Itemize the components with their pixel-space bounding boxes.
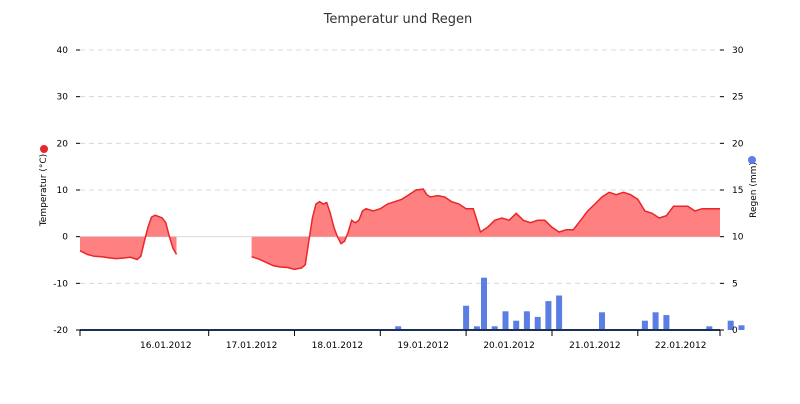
rain-bar: [473, 326, 480, 330]
rain-bar: [491, 326, 498, 330]
rain-bar: [481, 277, 487, 330]
temperature-series-marker: [40, 145, 48, 153]
y-right-tick-label: 30: [732, 46, 744, 56]
rain-bar: [738, 325, 745, 330]
x-tick-label: 17.01.2012: [226, 341, 278, 351]
y-right-tick-label: 5: [732, 279, 738, 289]
y-left-tick-label: 10: [57, 186, 69, 196]
y-left-tick-label: 30: [57, 93, 69, 103]
rain-series-marker: [748, 156, 756, 164]
chart-title: Temperatur und Regen: [323, 12, 473, 27]
temperature-area: [79, 188, 720, 271]
y-right-tick-label: 10: [732, 233, 744, 243]
y-left-tick-label: -10: [53, 279, 68, 289]
y-right-tick-label: 20: [732, 139, 744, 149]
y-right-tick-label: 0: [732, 326, 738, 336]
rain-bar: [463, 305, 470, 330]
rain-bar: [706, 326, 713, 330]
rain-bar: [534, 316, 541, 330]
x-tick-label: 19.01.2012: [397, 341, 449, 351]
y-axis-right-label: Regen (mm): [749, 162, 759, 218]
temperature-line: [251, 188, 720, 271]
rain-bar: [523, 311, 530, 330]
y-right-tick-label: 25: [732, 93, 743, 103]
y-left-tick-label: -20: [53, 326, 68, 336]
x-tick-label: 18.01.2012: [312, 341, 364, 351]
temperature-line: [79, 214, 178, 261]
rain-bar: [727, 320, 734, 330]
rain-bar: [641, 320, 648, 330]
x-tick-label: 22.01.2012: [655, 341, 707, 351]
y-left-tick-label: 40: [57, 46, 69, 56]
y-right-tick-label: 15: [732, 186, 743, 196]
rain-bar: [545, 301, 552, 330]
rain-bar: [652, 312, 659, 330]
y-left-tick-label: 0: [62, 233, 68, 243]
axes: -20 -10 0 10 20 30 40 0 5 10 15 20 25 30 16.01.2012 17.…: [53, 46, 743, 351]
y-axis-left-label: Temperatur (°C): [39, 154, 49, 227]
rain-bar: [556, 295, 563, 330]
y-left-tick-label: 20: [57, 139, 69, 149]
rain-bar: [663, 315, 670, 330]
rain-bar: [395, 326, 402, 330]
rain-bars: [395, 277, 745, 330]
x-tick-label: 16.01.2012: [140, 341, 192, 351]
temperature-area-segment: [80, 215, 177, 260]
x-tick-label: 20.01.2012: [483, 341, 535, 351]
rain-bar: [502, 311, 509, 330]
rain-bar: [599, 312, 605, 330]
x-tick-label: 21.01.2012: [569, 341, 621, 351]
rain-bar: [513, 320, 520, 330]
